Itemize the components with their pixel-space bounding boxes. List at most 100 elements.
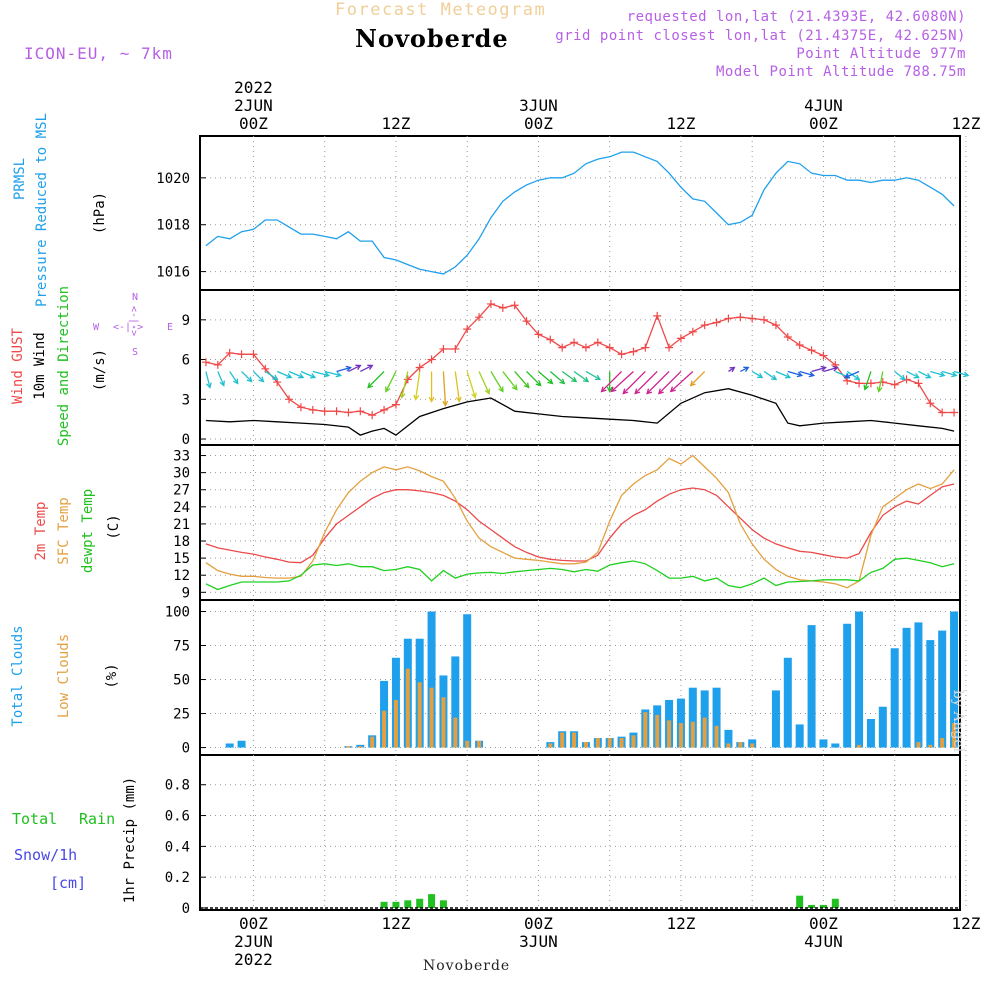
wind-arrow-shaft (799, 370, 814, 377)
wind-gust-marker (201, 358, 210, 367)
snow-label: Snow/1h (14, 846, 78, 864)
author-credit: by Angel (950, 690, 966, 753)
compass-w-label: W (93, 322, 100, 333)
clouds-low-clouds-bar (738, 742, 743, 748)
wind-arrow-shaft (906, 370, 919, 379)
wind-arrow-head (345, 365, 352, 372)
clouds-ytick-label-4: 100 (165, 605, 190, 621)
precip-total-rain-bar (380, 901, 388, 908)
wind-arrow-head (771, 374, 778, 381)
wind-arrow-head (876, 386, 883, 393)
wind-arrow-head (428, 396, 435, 403)
pressure-ytick-label-2: 1020 (156, 171, 190, 187)
temp-ytick-label-6: 27 (173, 483, 190, 499)
wind-arrow-head (547, 378, 554, 385)
wind-arrow-shaft (918, 370, 931, 379)
wind-arrow-shaft (312, 370, 329, 377)
top-axis-label-0-0: 2022 (234, 78, 273, 97)
clouds-low-clouds-bar (358, 746, 363, 748)
wind-gust-marker (237, 350, 246, 359)
wind-gust-marker (570, 338, 579, 347)
wind-arrow-head (594, 374, 602, 381)
wind-arrow-head (399, 392, 406, 399)
wind-arrow-shaft (549, 370, 565, 384)
wind-arrow-head (286, 373, 293, 379)
clouds-total-clouds-bar (783, 657, 792, 748)
wind-arrow-head (925, 373, 932, 379)
clouds-low-clouds-bar (655, 714, 660, 748)
wind-gust-marker (451, 344, 460, 353)
wind-arrow-head (951, 371, 958, 378)
precip-total-rain-bar (392, 901, 400, 908)
wind-arrow-head (442, 400, 449, 407)
wind-arrow-shaft (751, 370, 763, 379)
location-title: Novoberde (355, 24, 509, 53)
wind-arrow-shaft (276, 370, 292, 379)
wind-gust-marker (617, 350, 626, 359)
clouds-low-clouds-bar (702, 717, 707, 748)
wind-arrow-head (913, 373, 920, 379)
wind-gust-marker (510, 301, 519, 310)
wind-arrow-shaft (585, 370, 601, 381)
wind-arrow-shaft (264, 370, 278, 381)
footer-location: Novoberde (423, 958, 511, 974)
precip-total-rain-bar (796, 895, 804, 908)
clouds-total-clouds-bar (795, 724, 804, 748)
clouds-low-clouds-bar (560, 732, 565, 748)
point-altitude: Point Altitude 977m (796, 46, 966, 62)
wind-arrow-head (600, 386, 607, 393)
wind-ytick-label-3: 9 (182, 313, 190, 329)
compass-e-label: E (167, 322, 173, 333)
rain-label: Rain (79, 810, 116, 828)
wind-arrow-shaft (401, 371, 409, 398)
wind-arrow-head (646, 388, 653, 395)
clouds-low-clouds-bar (370, 736, 375, 748)
wind-arrow-head (258, 376, 265, 383)
precip-ytick-label-0: 0 (182, 901, 190, 917)
clouds-low-clouds-bar (750, 743, 755, 748)
temp-sfc-temp-line (205, 454, 955, 589)
bottom-axis-label-2-0: 00Z (524, 914, 553, 933)
clouds-total-clouds-bar (451, 656, 460, 748)
pressure-panel-frame (199, 135, 961, 291)
wind-arrow-shaft (930, 370, 945, 377)
temp-panel-frame (199, 444, 961, 601)
clouds-ytick-label-0: 0 (182, 741, 190, 757)
pressure-prmsl-line (205, 151, 955, 275)
bottom-axis-label-0-2: 2022 (234, 950, 273, 969)
clouds-total-clouds-bar (688, 687, 697, 748)
wind-gust-marker (950, 408, 959, 417)
wind-arrow-head (854, 374, 861, 381)
top-axis-label-4-0: 4JUN (804, 96, 843, 115)
wind-gust-marker (712, 318, 721, 327)
wind-arrow-shaft (775, 370, 791, 379)
bottom-axis-label-4-0: 00Z (809, 914, 838, 933)
wind-gust-marker (296, 403, 305, 412)
bottom-axis-label-0-1: 2JUN (234, 932, 273, 951)
wind-arrow-shaft (894, 370, 906, 380)
clouds-total-clouds-bar (950, 611, 959, 748)
wind-arrow-head (511, 384, 518, 391)
clouds-low-clouds-bar (678, 723, 683, 748)
wind-arrow-head (963, 371, 970, 378)
wind-arrow-shaft (787, 370, 802, 377)
precip-total-rain-bar (819, 904, 827, 908)
wind-ytick-label-2: 6 (182, 353, 190, 369)
wind-gust-marker (534, 330, 543, 339)
wind-gust-marker (522, 317, 531, 326)
wind-gust-marker (249, 350, 258, 359)
wind-arrow-shaft (611, 370, 634, 392)
wind-gust-marker (724, 314, 733, 323)
wind-arrow-shaft (573, 370, 589, 383)
bottom-axis-label-0-0: 00Z (239, 914, 268, 933)
temp-ytick-label-8: 33 (173, 449, 190, 465)
temp-ytick-label-7: 30 (173, 466, 190, 482)
top-axis-label-2-0: 3JUN (519, 96, 558, 115)
wind-arrow-head (784, 373, 792, 379)
wind-arrow-head (757, 372, 764, 379)
wind-gust-marker (914, 379, 923, 388)
wind-gust-marker (736, 313, 745, 322)
wind-arrow-head (610, 386, 617, 393)
wind-gust-marker (688, 327, 697, 336)
